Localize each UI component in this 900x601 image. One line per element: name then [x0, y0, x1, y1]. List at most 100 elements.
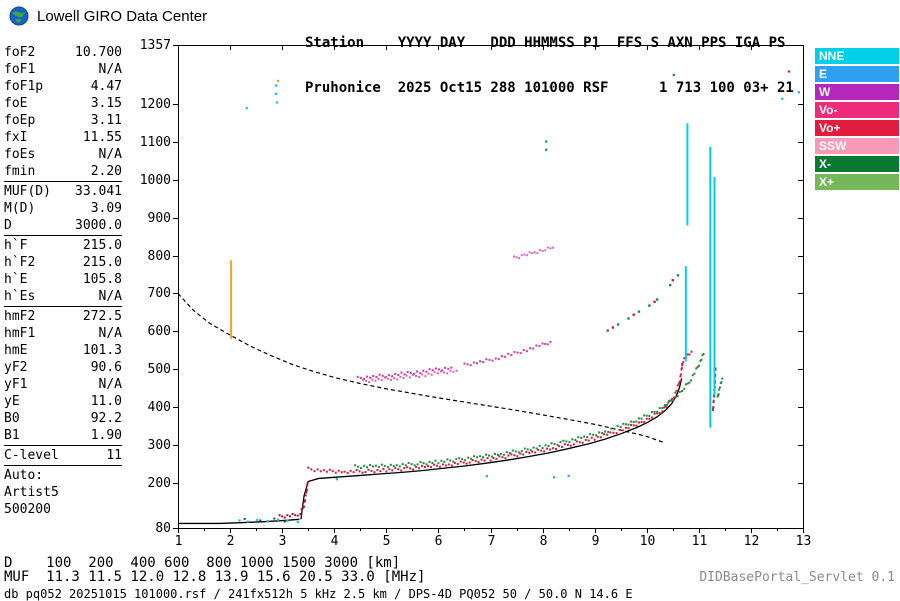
giro-globe-icon [9, 6, 29, 26]
param-label: h`F [4, 238, 28, 253]
legend-item-nne: NNE [815, 48, 899, 64]
param-divider [4, 306, 122, 307]
param-value: N/A [98, 377, 122, 392]
param-row: foEs N/A [4, 146, 122, 163]
giro-logo: Lowell GIRO Data Center [8, 5, 207, 27]
param-label: C-level [4, 448, 59, 463]
param-label: B1 [4, 428, 20, 443]
param-label: h`Es [4, 289, 36, 304]
param-value: 3.09 [90, 201, 122, 216]
param-value: 3.15 [90, 96, 122, 111]
param-row: yF2 90.6 [4, 359, 122, 376]
servlet-version-label: DIDBasePortal_Servlet 0.1 [699, 570, 895, 585]
param-row: foF1p 4.47 [4, 78, 122, 95]
auto-scaling-line: 500200 [4, 502, 51, 517]
param-label: M(D) [4, 201, 36, 216]
auto-scaling-line: Artist5 [4, 485, 59, 500]
param-row: B1 1.90 [4, 427, 122, 444]
param-row: h`E 105.8 [4, 271, 122, 288]
param-value: 272.5 [82, 309, 122, 324]
legend-item-vo: Vo+ [815, 120, 899, 136]
param-label: fxI [4, 130, 28, 145]
param-panel: foF2 10.700 foF1 N/A foF1p 4.47 foE 3.15 foEp 3.1… [4, 44, 122, 518]
param-value: 4.47 [90, 79, 122, 94]
param-row: h`F 215.0 [4, 237, 122, 254]
param-row: fxI 11.55 [4, 129, 122, 146]
param-label: fmin [4, 164, 36, 179]
param-row: D 3000.0 [4, 217, 122, 234]
giro-logo-text: Lowell GIRO Data Center [37, 7, 208, 25]
param-value: N/A [98, 326, 122, 341]
param-value: 11.0 [90, 394, 122, 409]
param-row: hmF1 N/A [4, 325, 122, 342]
legend-item-x: X- [815, 156, 899, 172]
param-row: fmin 2.20 [4, 163, 122, 180]
param-divider [4, 235, 122, 236]
legend-item-w: W [815, 84, 899, 100]
param-value: 1.90 [90, 428, 122, 443]
param-label: hmE [4, 343, 28, 358]
param-row: C-level 11 [4, 447, 122, 464]
station-header-labels: Station YYYY DAY DDD HHMMSS P1 FFS S AXN… [305, 35, 786, 51]
param-divider [4, 445, 122, 446]
param-row: h`F2 215.0 [4, 254, 122, 271]
param-label: foEp [4, 113, 36, 128]
param-value: N/A [98, 62, 122, 77]
legend: NNE E W Vo- Vo+ SSW X- X+ [815, 48, 899, 192]
station-header: Station YYYY DAY DDD HHMMSS P1 FFS S AXN… [305, 6, 794, 111]
param-value: 3000.0 [75, 218, 122, 233]
param-label: foF2 [4, 45, 36, 60]
param-label: foEs [4, 147, 36, 162]
param-row: foF2 10.700 [4, 44, 122, 61]
param-label: foF1 [4, 62, 36, 77]
param-label: B0 [4, 411, 20, 426]
param-value: 11.55 [82, 130, 122, 145]
param-value: 92.2 [90, 411, 122, 426]
param-label: MUF(D) [4, 184, 51, 199]
param-label: D [4, 218, 12, 233]
file-status-line: db pq052 20251015 101000.rsf / 241fx512h… [4, 587, 633, 601]
param-row: MUF(D) 33.041 [4, 183, 122, 200]
param-value: 2.20 [90, 164, 122, 179]
station-header-values: Pruhonice 2025 Oct15 288 101000 RSF 1 71… [305, 80, 794, 96]
param-label: hmF2 [4, 309, 36, 324]
param-value: 90.6 [90, 360, 122, 375]
param-row: h`Es N/A [4, 288, 122, 305]
param-label: yF2 [4, 360, 28, 375]
param-row: foEp 3.11 [4, 112, 122, 129]
param-value: 215.0 [82, 238, 122, 253]
param-row: B0 92.2 [4, 410, 122, 427]
param-row: hmF2 272.5 [4, 308, 122, 325]
param-divider [4, 181, 122, 182]
param-value: 10.700 [75, 45, 122, 60]
param-value: N/A [98, 147, 122, 162]
param-label: foE [4, 96, 28, 111]
legend-item-e: E [815, 66, 899, 82]
param-row: M(D) 3.09 [4, 200, 122, 217]
param-value: 215.0 [82, 255, 122, 270]
param-value: 101.3 [82, 343, 122, 358]
param-value: N/A [98, 289, 122, 304]
legend-item-ssw: SSW [815, 138, 899, 154]
param-label: hmF1 [4, 326, 36, 341]
param-value: 3.11 [90, 113, 122, 128]
auto-scaling-line: Auto: [4, 468, 44, 483]
param-label: h`E [4, 272, 28, 287]
muf-row: MUF 11.3 11.5 12.0 12.8 13.9 15.6 20.5 3… [4, 569, 426, 585]
param-value: 105.8 [82, 272, 122, 287]
param-row: yE 11.0 [4, 393, 122, 410]
param-row: yF1 N/A [4, 376, 122, 393]
param-row: foF1 N/A [4, 61, 122, 78]
param-value: 33.041 [75, 184, 122, 199]
legend-item-vo: Vo- [815, 102, 899, 118]
legend-item-x: X+ [815, 174, 899, 190]
param-row: hmE 101.3 [4, 342, 122, 359]
d-distance-row: D 100 200 400 600 800 1000 1500 3000 [km… [4, 555, 401, 571]
param-value: 11 [106, 448, 122, 463]
param-label: yE [4, 394, 20, 409]
param-row: foE 3.15 [4, 95, 122, 112]
param-label: h`F2 [4, 255, 36, 270]
param-label: foF1p [4, 79, 44, 94]
param-label: yF1 [4, 377, 28, 392]
